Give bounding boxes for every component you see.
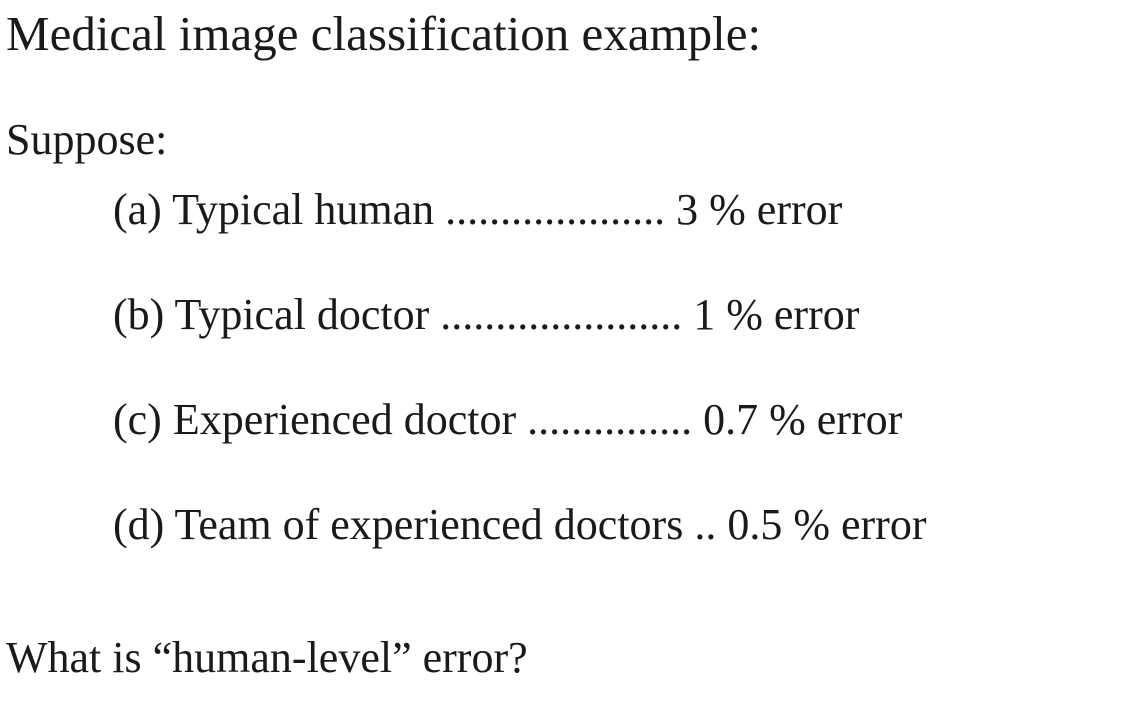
- item-marker: (c): [113, 395, 162, 444]
- item-leader-dots: ...............: [527, 395, 693, 444]
- list-item-a: (a) Typical human .................... 3…: [113, 182, 926, 238]
- item-leader-dots: ..: [694, 500, 717, 549]
- intro-text: Suppose:: [6, 115, 168, 164]
- item-leader-dots: ....................: [445, 185, 666, 234]
- item-error-value: 3 % error: [676, 185, 843, 234]
- item-error-value: 0.5 % error: [727, 500, 927, 549]
- item-label: Experienced doctor: [172, 395, 517, 444]
- error-list: (a) Typical human .................... 3…: [113, 182, 926, 553]
- item-marker: (d): [113, 500, 165, 549]
- slide-title: Medical image classification example:: [6, 6, 762, 61]
- list-item-d: (d) Team of experienced doctors .. 0.5 %…: [113, 497, 926, 553]
- item-leader-dots: ......................: [440, 290, 683, 339]
- list-item-b: (b) Typical doctor .....................…: [113, 287, 926, 343]
- item-label: Typical human: [172, 185, 435, 234]
- item-marker: (b): [113, 290, 165, 339]
- item-label: Typical doctor: [174, 290, 430, 339]
- item-label: Team of experienced doctors: [174, 500, 684, 549]
- question-text: What is “human-level” error?: [6, 633, 528, 682]
- item-error-value: 0.7 % error: [703, 395, 903, 444]
- item-marker: (a): [113, 185, 162, 234]
- item-error-value: 1 % error: [693, 290, 860, 339]
- list-item-c: (c) Experienced doctor ............... 0…: [113, 392, 926, 448]
